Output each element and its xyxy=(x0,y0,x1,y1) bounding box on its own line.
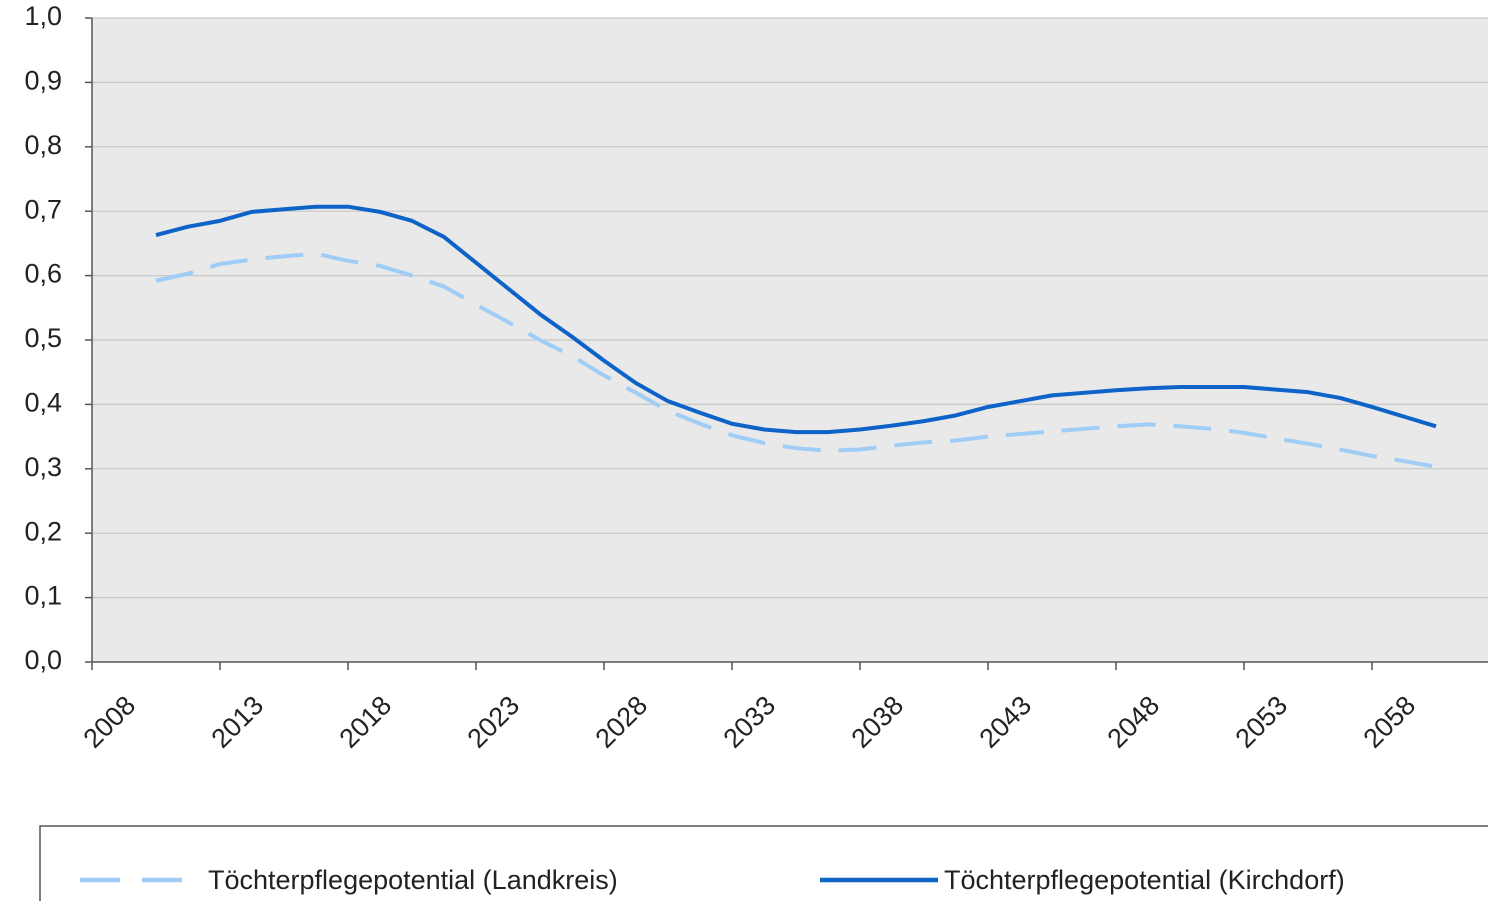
legend-label: Töchterpflegepotential (Landkreis) xyxy=(208,865,618,895)
y-tick-label: 0,2 xyxy=(24,516,62,546)
x-tick-label: 2018 xyxy=(334,690,398,754)
x-tick-label: 2008 xyxy=(78,690,142,754)
x-tick-label: 2023 xyxy=(462,690,526,754)
x-tick-label: 2013 xyxy=(206,690,270,754)
x-tick-label: 2038 xyxy=(846,690,910,754)
y-tick-label: 0,1 xyxy=(24,581,62,611)
x-tick-label: 2033 xyxy=(718,690,782,754)
x-tick-label: 2058 xyxy=(1358,690,1422,754)
y-tick-label: 0,9 xyxy=(24,66,62,96)
y-tick-label: 0,5 xyxy=(24,323,62,353)
x-tick-label: 2053 xyxy=(1230,690,1294,754)
x-tick-label: 2043 xyxy=(974,690,1038,754)
legend-box xyxy=(39,825,1488,906)
x-tick-label: 2028 xyxy=(590,690,654,754)
y-tick-label: 0,8 xyxy=(24,130,62,160)
y-tick-label: 0,7 xyxy=(24,194,62,224)
series-line xyxy=(155,204,1437,435)
legend-label: Töchterpflegepotential (Kirchdorf) xyxy=(944,865,1345,895)
x-tick-label: 2048 xyxy=(1102,690,1166,754)
y-tick-label: 0,0 xyxy=(24,645,62,675)
y-tick-label: 1,0 xyxy=(24,1,62,31)
y-tick-label: 0,3 xyxy=(24,452,62,482)
series-line xyxy=(155,251,1437,469)
y-tick-label: 0,4 xyxy=(24,388,62,418)
y-tick-label: 0,6 xyxy=(24,259,62,289)
